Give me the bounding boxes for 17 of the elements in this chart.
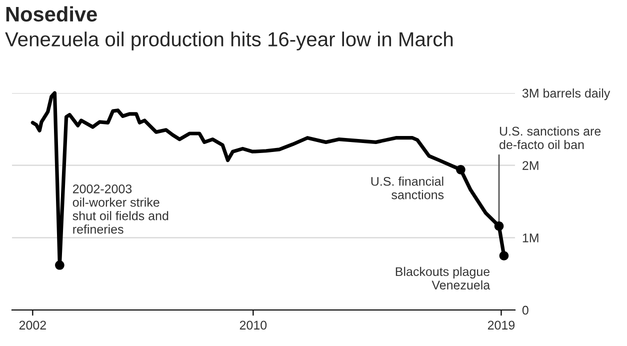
point <box>499 251 509 260</box>
y-tick-label: 1M <box>522 234 538 242</box>
y-tick-label: 3M barrels daily <box>522 88 610 100</box>
chart-subtitle: Venezuela oil production hits 16-year low in March <box>5 32 453 50</box>
x-tick-label: 2010 <box>240 320 267 330</box>
x-tick-label: 2019 <box>488 320 515 330</box>
annotation: 2002-2003 oil-worker strike shut oil fields and refineries <box>72 184 168 234</box>
y-tick-label: 2M <box>522 161 538 170</box>
chart-title: Nosedive <box>6 6 97 22</box>
annotation: U.S. sanctions are de-facto oil ban <box>500 126 601 150</box>
annotation: Blackouts plague Venezuela <box>396 266 490 290</box>
x-tick-label: 2002 <box>19 320 46 330</box>
point <box>55 260 64 270</box>
annotation: U.S. financial sanctions <box>371 176 444 200</box>
point <box>494 221 504 231</box>
y-tick-label: 0 <box>522 306 528 315</box>
point <box>456 165 466 174</box>
